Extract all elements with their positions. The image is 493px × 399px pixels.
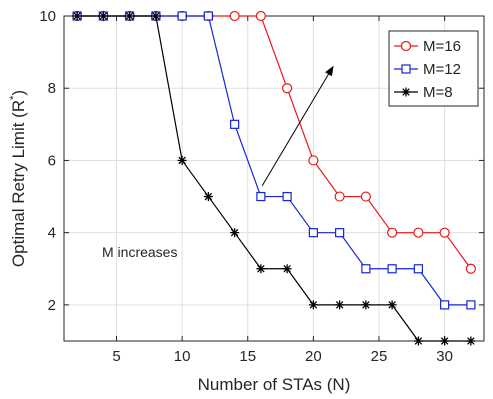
data-point-m16 <box>229 10 240 22</box>
asterisk-stroke <box>414 337 423 345</box>
x-tick-label: 30 <box>436 348 453 365</box>
asterisk-stroke <box>440 337 449 345</box>
annotation-arrow <box>261 65 334 186</box>
legend-marker-m8 <box>401 87 411 97</box>
asterisk-stroke <box>283 265 291 273</box>
data-point-m16 <box>282 83 293 94</box>
data-point-m16 <box>360 191 371 202</box>
data-point-m8 <box>361 300 371 310</box>
legend-item-m8: M=8 <box>394 84 453 101</box>
legend-label-m12: M=12 <box>423 61 461 78</box>
asterisk-stroke <box>73 12 81 20</box>
data-point-m8 <box>177 155 187 165</box>
x-tick-label: 25 <box>371 348 388 365</box>
data-point-m12 <box>466 300 476 310</box>
data-point-m16 <box>255 10 266 22</box>
x-tick-label: 10 <box>174 348 191 365</box>
y-tick-label: 8 <box>48 80 56 97</box>
data-point-m12 <box>413 264 423 274</box>
x-axis-label: Number of STAs (N) <box>198 375 351 394</box>
asterisk-stroke <box>99 12 108 20</box>
data-point-m8 <box>308 300 318 310</box>
legend-label-m16: M=16 <box>423 38 461 55</box>
y-tick-label: 2 <box>48 297 56 314</box>
data-point-m12 <box>440 300 450 310</box>
data-point-m8 <box>282 264 292 274</box>
data-point-m16 <box>465 263 476 274</box>
asterisk-stroke <box>467 337 475 345</box>
legend-marker-m12 <box>401 64 411 74</box>
y-tick-label: 6 <box>48 152 56 169</box>
x-tick-label: 15 <box>239 348 256 365</box>
x-tick-label: 20 <box>305 348 322 365</box>
data-point-m16 <box>413 227 424 238</box>
asterisk-stroke <box>257 265 265 273</box>
annotation: M increases <box>102 65 334 260</box>
data-point-m12 <box>361 264 371 274</box>
series-line-m8 <box>77 15 471 342</box>
data-point-m8 <box>440 336 450 346</box>
data-point-m8 <box>98 11 108 21</box>
legend-label-m8: M=8 <box>423 84 453 101</box>
asterisk-stroke <box>178 156 186 165</box>
data-point-m16 <box>387 227 398 238</box>
asterisk-stroke <box>309 301 318 309</box>
legend: M=16 M=12 M=8 <box>388 30 479 107</box>
data-point-m12 <box>282 191 292 202</box>
y-axis-label-main: Optimal Retry Limit (R <box>9 100 28 267</box>
plot-area <box>63 15 485 342</box>
asterisk-stroke <box>230 228 239 237</box>
data-point-m8 <box>466 336 476 346</box>
data-point-m8 <box>335 300 345 310</box>
annotation-text: M increases <box>102 244 177 260</box>
data-point-m8 <box>413 336 423 346</box>
asterisk-stroke <box>204 192 213 201</box>
asterisk-stroke <box>388 301 396 309</box>
y-tick-label: 10 <box>39 8 56 25</box>
data-point-m12 <box>308 228 318 238</box>
y-axis-label-close: ) <box>9 90 28 96</box>
data-point-m8 <box>256 264 266 274</box>
data-point-m12 <box>177 11 187 21</box>
data-point-m8 <box>387 300 397 310</box>
data-point-m8 <box>203 192 213 202</box>
asterisk-stroke <box>335 301 344 309</box>
y-axis-label-sup: * <box>8 95 20 100</box>
series-layer <box>72 10 476 346</box>
series-m8 <box>72 11 476 346</box>
asterisk-stroke <box>152 12 160 20</box>
asterisk-stroke <box>125 12 134 20</box>
legend-marker-m16 <box>400 40 412 52</box>
data-point-m8 <box>125 11 135 21</box>
data-point-m12 <box>256 191 266 202</box>
data-point-m8 <box>72 11 82 21</box>
data-point-m16 <box>334 191 345 202</box>
axis-ticks: 5 10 15 20 25 30 2 4 6 8 10 <box>39 8 484 365</box>
data-point-m12 <box>203 11 213 21</box>
data-point-m16 <box>439 227 450 238</box>
x-tick-label: 5 <box>112 348 120 365</box>
data-point-m8 <box>230 228 240 238</box>
asterisk-stroke <box>402 88 410 96</box>
data-point-m8 <box>151 11 161 21</box>
data-point-m12 <box>387 264 397 274</box>
data-point-m12 <box>230 119 240 129</box>
legend-item-m16: M=16 <box>394 38 461 55</box>
data-point-m12 <box>335 228 345 238</box>
legend-item-m12: M=12 <box>394 61 461 78</box>
y-tick-label: 4 <box>48 225 56 242</box>
y-axis-label: Optimal Retry Limit (R*) <box>8 90 28 267</box>
asterisk-stroke <box>362 301 370 309</box>
data-point-m16 <box>308 155 319 166</box>
